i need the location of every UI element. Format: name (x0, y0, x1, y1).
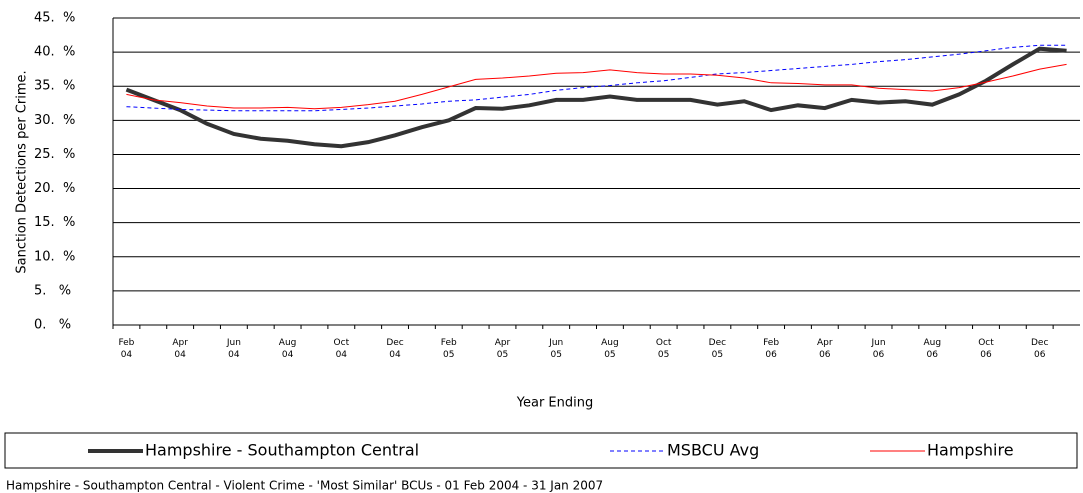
y-tick-label: 45. % (34, 11, 75, 26)
x-tick-label: Oct 06 (978, 338, 994, 360)
x-tick-label: Jun 04 (226, 338, 241, 360)
x-tick-label: Apr 05 (494, 338, 511, 360)
y-tick-label: 0. % (34, 318, 71, 333)
legend-label: MSBCU Avg (667, 441, 759, 460)
x-tick-label: Jun 05 (549, 338, 564, 360)
x-tick-label: Dec 04 (386, 338, 404, 360)
series-line (125, 46, 1067, 149)
legend-box (4, 432, 1078, 469)
x-tick-label: Oct 05 (655, 338, 672, 360)
y-axis-title: Sanction Detections per Crime. (15, 70, 30, 273)
x-tick-label: Feb 05 (440, 338, 457, 360)
x-tick-label: Aug 06 (923, 338, 942, 360)
x-tick-label: Oct 04 (333, 338, 350, 360)
y-tick-label: 15. % (34, 215, 75, 230)
y-tick-label: 5. % (34, 283, 71, 298)
y-tick-label: 20. % (34, 181, 75, 196)
y-tick-label: 30. % (34, 113, 75, 128)
y-tick-label: 35. % (34, 79, 75, 94)
x-tick-label: Aug 04 (278, 338, 297, 360)
x-tick-label: Apr 04 (172, 338, 188, 360)
x-tick-label: Feb 04 (118, 338, 135, 360)
y-tick-label: 40. % (34, 45, 75, 60)
legend-label: Hampshire (927, 441, 1014, 460)
x-tick-label: Jun 06 (871, 338, 886, 360)
series-line (126, 63, 1067, 110)
series-line (126, 44, 1067, 112)
x-tick-label: Dec 05 (708, 338, 727, 360)
y-tick-label: 25. % (34, 147, 75, 162)
y-tick-label: 10. % (34, 249, 75, 264)
x-axis-title: Year Ending (516, 396, 593, 411)
x-tick-label: Apr 06 (817, 338, 833, 360)
footer: Hampshire - Southampton Central - Violen… (6, 479, 603, 493)
x-tick-label: Dec 06 (1030, 338, 1049, 360)
x-tick-label: Aug 05 (601, 338, 619, 360)
legend-label: Hampshire - Southampton Central (145, 441, 419, 460)
x-tick-label: Feb 06 (763, 338, 780, 360)
